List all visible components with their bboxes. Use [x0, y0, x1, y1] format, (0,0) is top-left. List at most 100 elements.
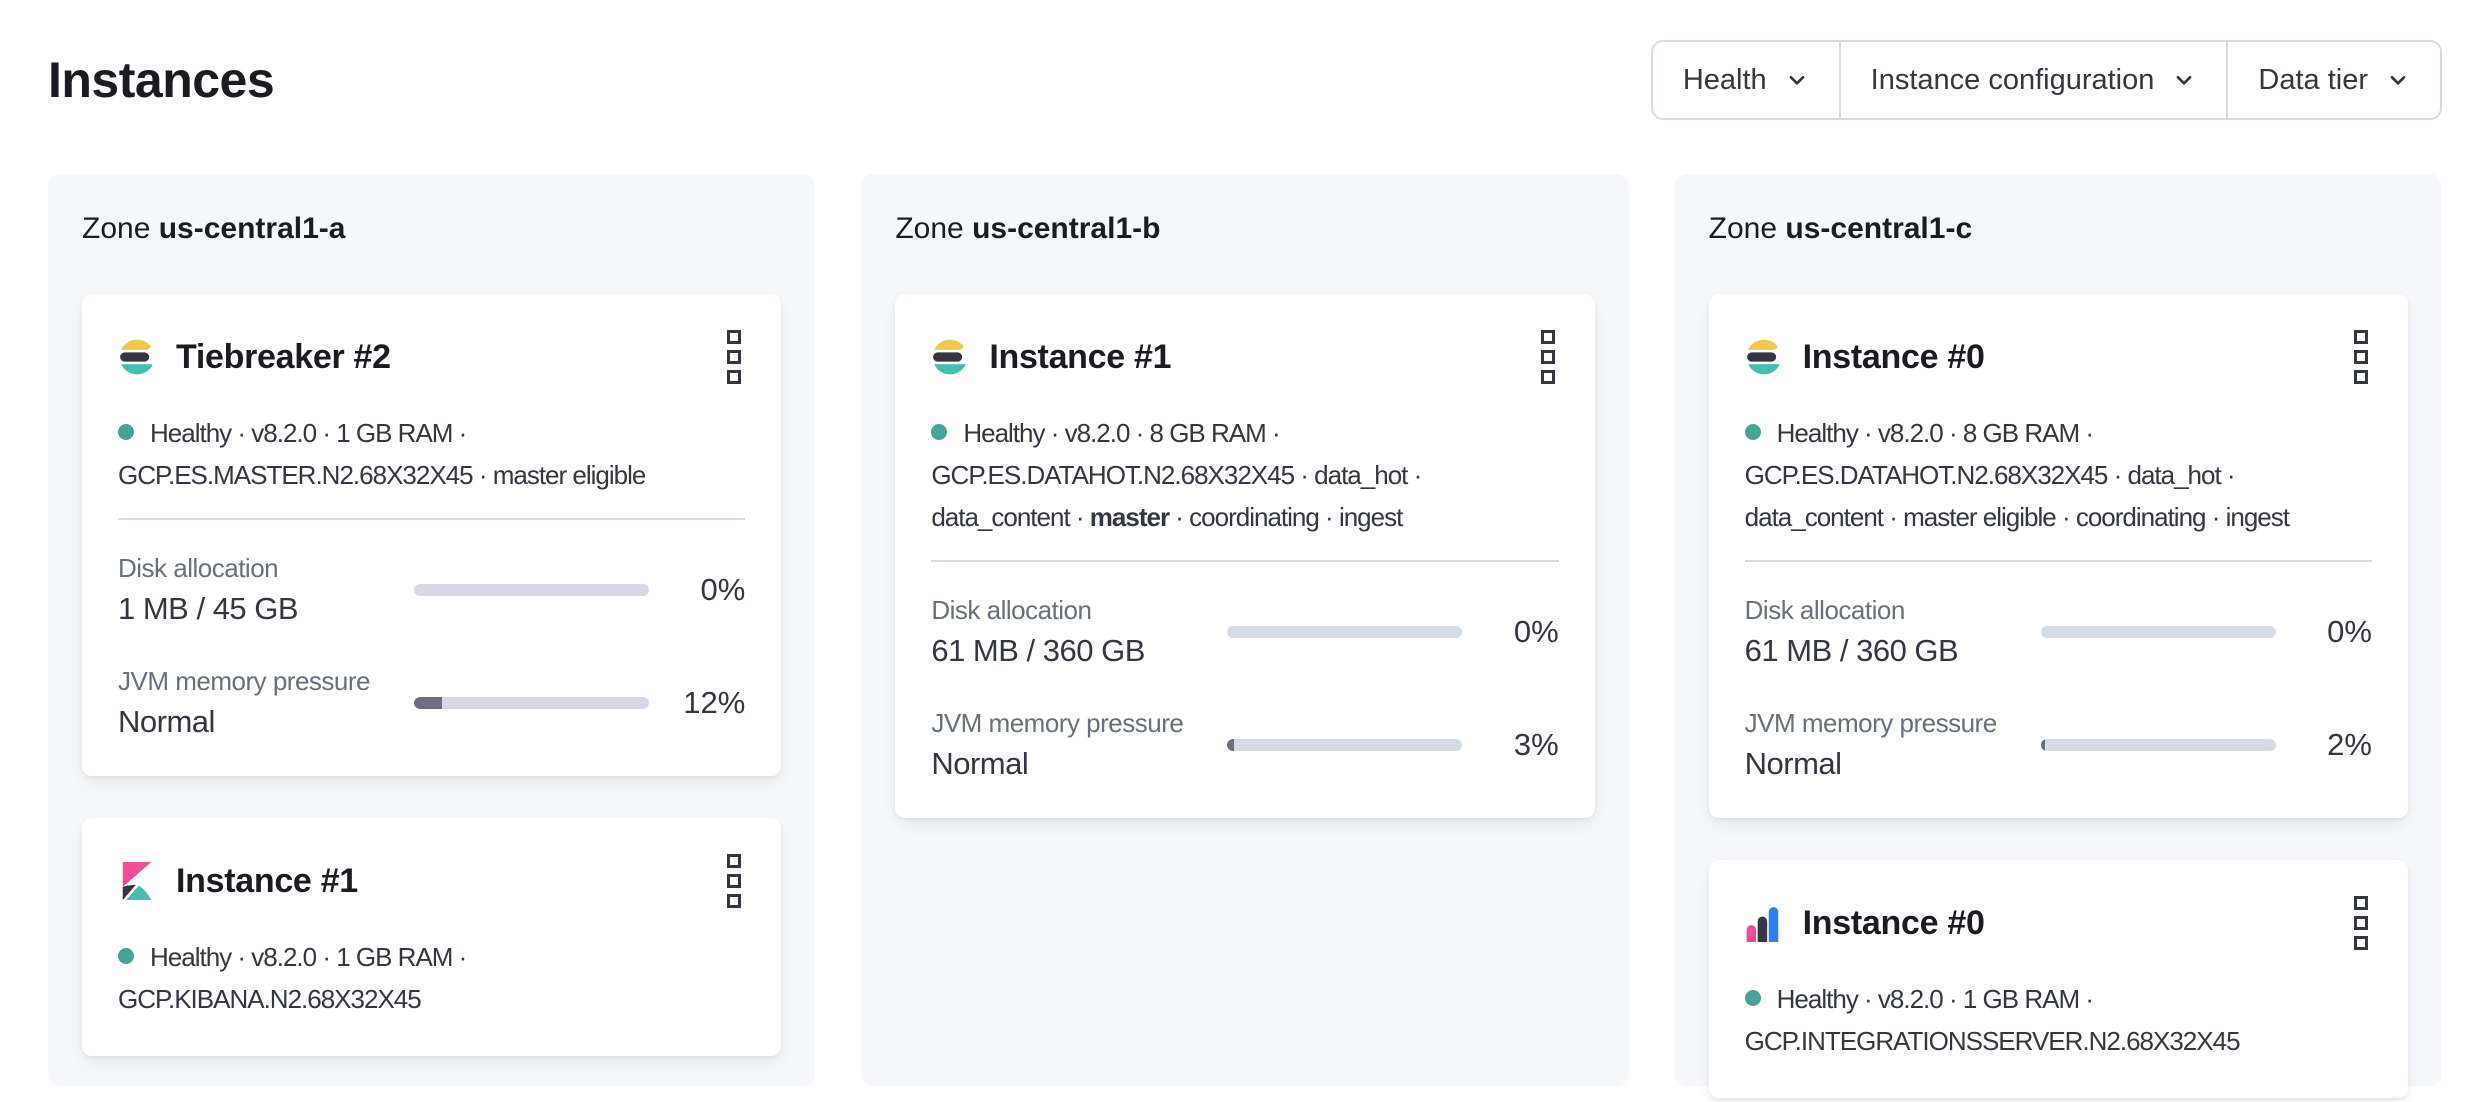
zone-name: us-central1-c: [1785, 212, 1973, 245]
health-status-icon: [1744, 424, 1761, 440]
zone-us-central1-b: Zone us-central1-b Instance #1 Healthy ·…: [861, 174, 1629, 1086]
metric-value: 61 MB / 360 GB: [1744, 633, 1959, 668]
boxes-vertical-icon: [727, 854, 742, 868]
instance-card-es-1: Instance #1 Healthy · v8.2.0 · 8 GB RAM …: [895, 294, 1595, 818]
metric-label: Disk allocation: [118, 553, 279, 583]
boxes-vertical-icon: [2353, 330, 2368, 344]
metric-percent: 12%: [683, 684, 746, 720]
zone-cards: Tiebreaker #2 Healthy · v8.2.0 · 1 GB RA…: [82, 294, 782, 1056]
zone-us-central1-a: Zone us-central1-a Tiebreaker #2 Healthy…: [48, 174, 816, 1086]
chevron-down-icon: [2177, 75, 2192, 85]
metric-percent: 0%: [2327, 613, 2372, 649]
filter-button-label: Data tier: [2258, 63, 2368, 96]
zone-cards: Instance #1 Healthy · v8.2.0 · 8 GB RAM …: [895, 294, 1595, 818]
card-header: Instance #0: [1745, 892, 2372, 954]
metric-label: Disk allocation: [931, 595, 1092, 625]
filter-group: Health Instance configuration Data tier: [1650, 40, 2442, 120]
page-title: Instances: [48, 52, 275, 108]
filter-button-label: Health: [1682, 63, 1767, 96]
metric-percent: 0%: [700, 571, 746, 607]
health-status-icon: [1744, 990, 1761, 1006]
progress-bar: [414, 583, 649, 596]
metric-value: 1 MB / 45 GB: [118, 591, 299, 626]
disk-allocation-metric: Disk allocation 61 MB / 360 GB 0%: [931, 594, 1558, 669]
progress-bar: [1227, 625, 1463, 638]
zone-us-central1-c: Zone us-central1-c Instance #0 Healthy ·…: [1674, 174, 2442, 1098]
zone-label: Zone us-central1-c: [1708, 212, 1973, 245]
metric-value: 61 MB / 360 GB: [931, 633, 1145, 668]
divider: [931, 560, 1559, 562]
role-master: master: [1089, 502, 1170, 532]
instance-meta: Healthy · v8.2.0 · 8 GB RAM · GCP.ES.DAT…: [931, 418, 1422, 532]
instance-card-integrations-0: Instance #0 Healthy · v8.2.0 · 1 GB RAM …: [1708, 860, 2408, 1098]
zone-label: Zone us-central1-b: [895, 212, 1161, 245]
instance-title: Tiebreaker #2: [176, 337, 391, 376]
instance-card-es-0: Instance #0 Healthy · v8.2.0 · 8 GB RAM …: [1708, 294, 2408, 818]
metric-label: JVM memory pressure: [931, 708, 1184, 738]
boxes-vertical-icon: [727, 330, 742, 344]
progress-bar: [414, 696, 649, 709]
instance-meta: Healthy · v8.2.0 · 1 GB RAM · GCP.INTEGR…: [1744, 984, 2241, 1056]
card-header: Instance #1: [118, 850, 745, 912]
metric-label: JVM memory pressure: [1744, 708, 1998, 738]
progress-bar: [1227, 738, 1463, 751]
health-status-icon: [931, 424, 948, 440]
zone-name: us-central1-b: [972, 212, 1161, 245]
instance-meta: Healthy · v8.2.0 · 1 GB RAM · GCP.KIBANA…: [118, 942, 467, 1014]
metric-percent: 0%: [1513, 613, 1559, 649]
boxes-vertical-icon: [1540, 330, 1555, 344]
instance-menu-button[interactable]: [723, 850, 745, 912]
instance-meta: Healthy · v8.2.0 · 1 GB RAM · GCP.ES.MAS…: [118, 418, 646, 490]
page-header: Instances Health Instance configuration …: [0, 0, 2490, 120]
jvm-memory-pressure-metric: JVM memory pressure Normal 2%: [1745, 707, 2372, 782]
disk-allocation-metric: Disk allocation 61 MB / 360 GB 0%: [1745, 594, 2372, 669]
metric-percent: 2%: [2327, 726, 2372, 762]
jvm-memory-pressure-metric: JVM memory pressure Normal 3%: [931, 707, 1558, 782]
divider: [1744, 560, 2372, 562]
filter-button-data-tier[interactable]: Data tier: [2226, 42, 2440, 118]
instance-title: Instance #0: [1802, 337, 1985, 376]
elasticsearch-logo-icon: [931, 338, 969, 376]
health-status-icon: [118, 424, 134, 440]
instance-card-tiebreaker-2: Tiebreaker #2 Healthy · v8.2.0 · 1 GB RA…: [82, 294, 782, 776]
zones-container: Zone us-central1-a Tiebreaker #2 Healthy…: [0, 174, 2490, 1098]
filter-button-health[interactable]: Health: [1652, 42, 1839, 118]
zone-label: Zone us-central1-a: [82, 212, 346, 245]
instance-meta: Healthy · v8.2.0 · 8 GB RAM · GCP.ES.DAT…: [1744, 418, 2290, 532]
filter-button-instance-configuration[interactable]: Instance configuration: [1838, 42, 2227, 118]
elasticsearch-logo-icon: [1745, 338, 1783, 376]
filter-button-label: Instance configuration: [1870, 63, 2155, 96]
instance-menu-button[interactable]: [2350, 892, 2372, 954]
card-header: Tiebreaker #2: [118, 326, 745, 388]
kibana-logo-icon: [122, 862, 152, 900]
instance-menu-button[interactable]: [2350, 326, 2372, 388]
card-header: Instance #0: [1745, 326, 2372, 388]
zone-cards: Instance #0 Healthy · v8.2.0 · 8 GB RAM …: [1708, 294, 2408, 1098]
metric-value: Normal: [118, 704, 215, 739]
progress-bar: [2040, 625, 2276, 638]
progress-bar: [2040, 738, 2276, 751]
metrics: Disk allocation 61 MB / 360 GB 0% JVM me…: [931, 594, 1558, 782]
metrics: Disk allocation 61 MB / 360 GB 0% JVM me…: [1745, 594, 2372, 782]
instance-title: Instance #0: [1802, 903, 1985, 942]
metric-label: JVM memory pressure: [118, 666, 371, 696]
metric-value: Normal: [1744, 746, 1842, 781]
divider: [118, 518, 746, 520]
instance-menu-button[interactable]: [723, 326, 745, 388]
metric-value: Normal: [931, 746, 1029, 781]
zone-name: us-central1-a: [158, 212, 346, 245]
card-header: Instance #1: [931, 326, 1558, 388]
elasticsearch-logo-icon: [118, 338, 156, 376]
boxes-vertical-icon: [2353, 896, 2368, 910]
health-status-icon: [118, 948, 134, 964]
instance-title: Instance #1: [989, 337, 1172, 376]
jvm-memory-pressure-metric: JVM memory pressure Normal 12%: [118, 665, 745, 740]
instance-title: Instance #1: [176, 861, 358, 900]
integrations-server-logo-icon: [1746, 907, 1778, 942]
metric-label: Disk allocation: [1744, 595, 1906, 625]
metrics: Disk allocation 1 MB / 45 GB 0% JVM memo…: [118, 552, 745, 740]
chevron-down-icon: [1789, 75, 1804, 85]
metric-percent: 3%: [1513, 726, 1559, 762]
instance-menu-button[interactable]: [1537, 326, 1559, 388]
instance-card-kibana-1: Instance #1 Healthy · v8.2.0 · 1 GB RAM …: [82, 818, 782, 1056]
